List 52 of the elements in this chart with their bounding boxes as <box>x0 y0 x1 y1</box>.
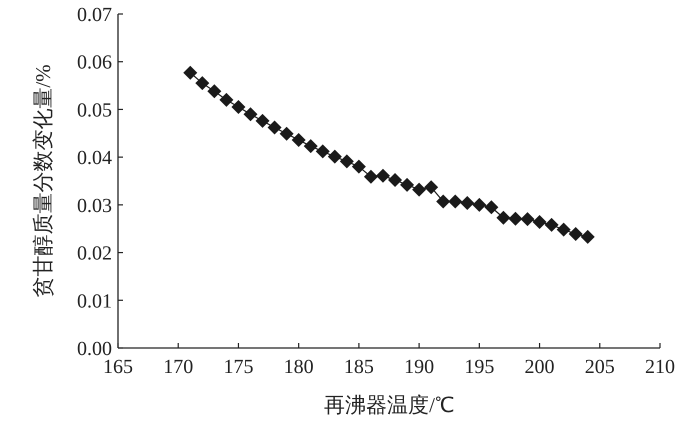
x-tick-label: 195 <box>464 356 494 378</box>
point <box>448 194 462 209</box>
point <box>568 226 583 241</box>
point <box>424 180 438 194</box>
x-tick-label: 180 <box>284 356 314 378</box>
point <box>280 126 294 141</box>
y-tick-label: 0.02 <box>77 242 112 265</box>
point <box>544 218 559 232</box>
point <box>580 230 595 244</box>
point <box>496 210 510 225</box>
point <box>532 215 547 230</box>
point <box>183 66 198 80</box>
x-tick-label: 170 <box>163 356 194 378</box>
point <box>243 107 258 122</box>
point <box>508 212 522 226</box>
x-tick-label: 190 <box>404 356 434 378</box>
x-tick-label: 185 <box>344 356 374 378</box>
y-tick-label: 0.03 <box>77 194 112 217</box>
point <box>364 170 378 184</box>
point <box>556 222 571 237</box>
point <box>472 198 486 212</box>
point <box>219 92 234 107</box>
point <box>388 173 402 188</box>
point <box>460 196 474 210</box>
point <box>256 114 270 128</box>
y-axis-title: 贫甘醇质量分数变化量/% <box>31 64 55 298</box>
x-axis-title: 再沸器温度/℃ <box>324 393 454 417</box>
x-tick-label: 210 <box>645 356 675 378</box>
y-tick-label: 0.07 <box>77 4 112 26</box>
point <box>304 139 318 154</box>
x-tick-label: 175 <box>223 356 254 378</box>
point <box>400 178 414 192</box>
point <box>520 212 535 226</box>
y-tick-label: 0.01 <box>77 290 112 312</box>
point <box>352 160 366 174</box>
point <box>328 150 342 164</box>
point <box>484 200 498 214</box>
point <box>207 84 222 98</box>
y-tick-label: 0.04 <box>77 147 112 170</box>
x-tick-label: 200 <box>524 356 555 378</box>
point <box>316 144 330 158</box>
point <box>231 100 246 114</box>
x-tick-label: 205 <box>584 356 615 378</box>
y-tick-label: 0.06 <box>77 52 112 74</box>
point <box>268 120 282 135</box>
y-tick-label: 0.05 <box>77 99 112 122</box>
point <box>436 194 450 209</box>
point <box>292 132 306 147</box>
point <box>412 182 426 197</box>
point <box>195 76 210 90</box>
point <box>340 154 354 168</box>
point <box>376 168 390 183</box>
